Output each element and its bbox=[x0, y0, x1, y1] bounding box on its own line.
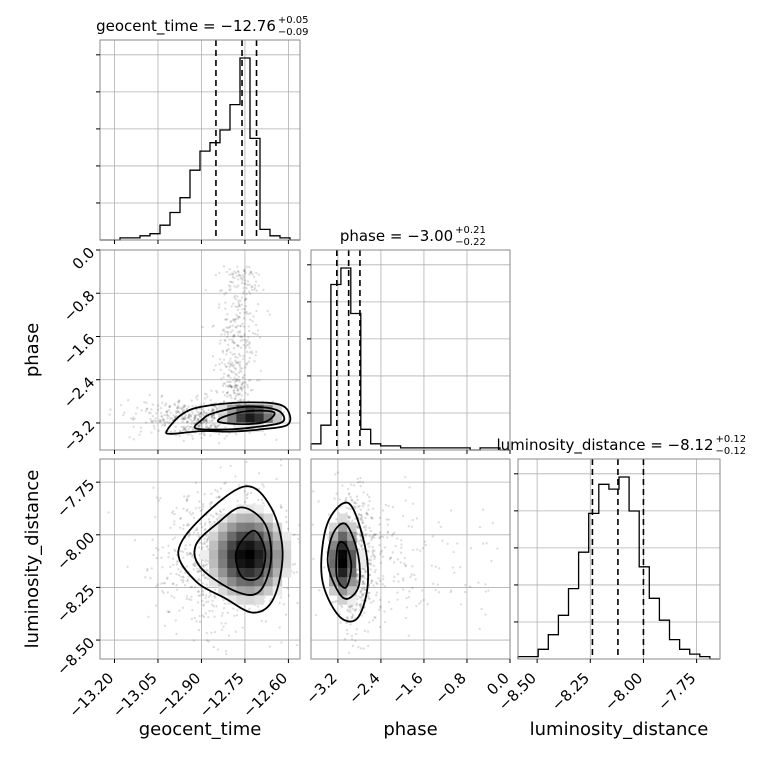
contour-level-3 bbox=[216, 409, 276, 426]
x-axis-label-luminosity_distance: luminosity_distance bbox=[530, 719, 709, 740]
y-tick-label: −8.50 bbox=[53, 634, 98, 679]
x-tick-label: −13.20 bbox=[65, 669, 117, 721]
y-tick-label: −0.8 bbox=[60, 287, 98, 325]
panel-frame bbox=[517, 458, 721, 660]
panel-phase-vs-phase bbox=[311, 250, 510, 450]
y-tick-label: −2.4 bbox=[60, 373, 98, 411]
density-phase-vs-geocent_time bbox=[108, 265, 292, 445]
x-tick-label: −8.00 bbox=[601, 669, 646, 714]
density-luminosity_distance-vs-phase bbox=[311, 471, 499, 655]
x-tick-label: −3.2 bbox=[302, 669, 340, 707]
contour-level-3 bbox=[335, 541, 353, 589]
title-sub: −0.09 bbox=[278, 27, 309, 38]
panel-frame bbox=[99, 458, 301, 660]
x-axis-label-geocent_time: geocent_time bbox=[139, 719, 262, 740]
y-tick-label: −8.25 bbox=[53, 581, 98, 626]
y-tick-label: −3.2 bbox=[60, 417, 98, 455]
panel-geocent_time-vs-geocent_time bbox=[100, 40, 300, 240]
histogram-luminosity_distance bbox=[517, 459, 720, 660]
title-main: luminosity_distance = −8.12 bbox=[496, 436, 713, 455]
title-sub: −0.22 bbox=[455, 237, 486, 248]
contour-level-1 bbox=[320, 501, 369, 623]
title-luminosity_distance: luminosity_distance = −8.12 +0.12−0.12 bbox=[496, 434, 746, 457]
x-tick-label: −7.75 bbox=[654, 669, 699, 714]
panel-luminosity_distance-vs-luminosity_distance bbox=[518, 459, 720, 659]
x-tick-label: −1.6 bbox=[388, 669, 426, 707]
title-phase: phase = −3.00 +0.21−0.22 bbox=[340, 225, 486, 248]
panel-frame bbox=[310, 458, 511, 660]
panel-frame bbox=[99, 249, 301, 451]
title-sup: +0.05 bbox=[278, 15, 309, 26]
contour-level-1 bbox=[165, 401, 292, 435]
title-sup: +0.21 bbox=[455, 225, 486, 236]
contour-level-1 bbox=[177, 485, 284, 614]
title-geocent_time: geocent_time = −12.76 +0.05−0.09 bbox=[96, 15, 308, 38]
y-axis-label-luminosity_distance: luminosity_distance bbox=[22, 470, 43, 649]
x-tick-label: −2.4 bbox=[345, 669, 383, 707]
density-luminosity_distance-vs-geocent_time bbox=[107, 459, 300, 656]
x-axis-label-phase: phase bbox=[383, 719, 437, 740]
y-tick-label: −7.75 bbox=[53, 476, 98, 521]
panel-frame bbox=[310, 249, 511, 451]
y-tick-label: 0.0 bbox=[69, 244, 99, 274]
histogram-step-geocent_time bbox=[100, 57, 300, 241]
histogram-geocent_time bbox=[100, 40, 300, 241]
y-tick-label: −1.6 bbox=[60, 330, 98, 368]
x-tick-label: −13.05 bbox=[109, 669, 161, 721]
title-sub: −0.12 bbox=[716, 446, 747, 457]
contour-level-2 bbox=[193, 405, 286, 431]
title-sup: +0.12 bbox=[716, 434, 747, 445]
histogram-step-luminosity_distance bbox=[517, 476, 720, 660]
x-tick-label: −8.25 bbox=[548, 669, 593, 714]
panel-frame bbox=[99, 39, 301, 241]
y-axis-label-phase: phase bbox=[22, 323, 43, 377]
contour-level-2 bbox=[193, 506, 273, 596]
contour-level-3 bbox=[234, 529, 267, 581]
x-tick-label: −0.8 bbox=[431, 669, 469, 707]
x-tick-label: −12.90 bbox=[152, 669, 204, 721]
x-tick-label: −12.60 bbox=[239, 669, 291, 721]
title-main: phase = −3.00 bbox=[340, 227, 453, 245]
x-tick-label: −12.75 bbox=[196, 669, 248, 721]
y-tick-label: −8.00 bbox=[53, 528, 98, 573]
contour-level-2 bbox=[326, 522, 361, 600]
title-main: geocent_time = −12.76 bbox=[96, 17, 276, 36]
